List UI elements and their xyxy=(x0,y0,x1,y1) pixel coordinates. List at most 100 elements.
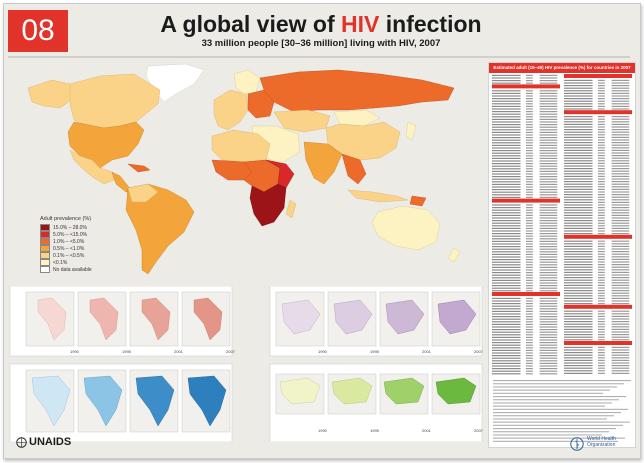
table-row-range xyxy=(539,142,558,144)
table-row-value xyxy=(526,274,533,276)
table-row-range xyxy=(539,150,558,152)
table-row-value xyxy=(526,360,533,362)
table-row-range xyxy=(539,74,558,76)
table-row-text xyxy=(564,87,593,89)
table-row-value xyxy=(526,370,533,372)
table-row-range xyxy=(539,370,558,372)
table-row-text xyxy=(492,124,521,126)
table-section-band xyxy=(564,304,632,309)
table-row-text xyxy=(564,365,593,367)
table-row-range xyxy=(539,181,558,183)
title-part-1: A global view of xyxy=(160,11,342,37)
table-row-value xyxy=(526,165,533,167)
table-row-range xyxy=(611,181,630,183)
table-row-value xyxy=(526,233,533,235)
table-row-range xyxy=(539,316,558,318)
table-row-range xyxy=(611,367,630,369)
table-row-value xyxy=(526,129,533,131)
table-row-range xyxy=(611,370,630,372)
table-row-range xyxy=(611,98,630,100)
table-row-range xyxy=(611,100,630,102)
table-row-value xyxy=(598,207,605,209)
table-row-range xyxy=(539,342,558,344)
table-row-value xyxy=(598,336,605,338)
table-row-value xyxy=(598,134,605,136)
table-row-text xyxy=(564,359,593,361)
table-row-range xyxy=(539,168,558,170)
table-row-text xyxy=(564,240,593,242)
table-row-value xyxy=(598,303,605,305)
table-row-range xyxy=(539,108,558,110)
table-row-text xyxy=(564,284,593,286)
table-row-value xyxy=(526,207,533,209)
table-row-range xyxy=(611,266,630,268)
table-row-range xyxy=(539,147,558,149)
table-row-value xyxy=(598,243,605,245)
mini-map xyxy=(431,291,481,347)
table-row-range xyxy=(611,362,630,364)
table-row-range xyxy=(539,240,558,242)
southern-africa xyxy=(249,183,287,227)
table-row-value xyxy=(598,147,605,149)
new-zealand xyxy=(447,247,461,263)
table-row-value xyxy=(598,173,605,175)
table-row-range xyxy=(611,269,630,271)
table-row-range xyxy=(539,178,558,180)
table-row-value xyxy=(598,271,605,273)
table-row-text xyxy=(564,134,593,136)
eastern-europe-maps xyxy=(275,373,481,415)
table-row-range xyxy=(611,225,630,227)
table-row-value xyxy=(598,199,605,201)
table-row-range xyxy=(539,368,558,370)
table-row-text xyxy=(492,147,521,149)
page-title: A global view of HIV infection xyxy=(76,11,566,37)
table-row-range xyxy=(539,220,558,222)
table-row-text xyxy=(564,175,593,177)
table-row-value xyxy=(598,251,605,253)
legend-swatch xyxy=(40,224,50,231)
table-row-range xyxy=(539,105,558,107)
table-row-value xyxy=(598,290,605,292)
table-row-range xyxy=(539,274,558,276)
table-row-value xyxy=(598,157,605,159)
table-row-value xyxy=(598,334,605,336)
table-row-text xyxy=(492,297,521,299)
table-row-text xyxy=(564,165,593,167)
table-row-value xyxy=(526,163,533,165)
table-row-value xyxy=(598,92,605,94)
table-row-value xyxy=(526,183,533,185)
table-row-text xyxy=(564,245,593,247)
table-row-range xyxy=(539,238,558,240)
table-row-text xyxy=(492,137,521,139)
table-row-range xyxy=(611,271,630,273)
table-row-value xyxy=(526,157,533,159)
table-row-range xyxy=(611,212,630,214)
table-row-range xyxy=(539,207,558,209)
who-logo: World Health Organization xyxy=(587,436,616,448)
poster: 08 A global view of HIV infection 33 mil… xyxy=(3,3,641,459)
table-row-value xyxy=(526,189,533,191)
year-label: 2001 xyxy=(174,349,184,354)
table-row-value xyxy=(526,347,533,349)
table-row-text xyxy=(564,346,593,348)
table-row-value xyxy=(526,220,533,222)
table-row-value xyxy=(526,300,533,302)
table-row-text xyxy=(492,186,521,188)
table-row-range xyxy=(611,222,630,224)
table-row-range xyxy=(539,111,558,113)
table-row-value xyxy=(598,292,605,294)
table-row-text xyxy=(492,129,521,131)
table-row-text xyxy=(564,136,593,138)
map-legend: Adult prevalence (%) 15.0% – 28.0% 5.0% … xyxy=(40,216,92,273)
table-row-text xyxy=(564,266,593,268)
table-row-value xyxy=(598,144,605,146)
table-row-range xyxy=(539,256,558,258)
table-row-value xyxy=(598,300,605,302)
table-row-range xyxy=(611,354,630,356)
table-row-range xyxy=(611,175,630,177)
mini-map xyxy=(181,369,231,433)
table-footnote-line xyxy=(493,402,612,404)
table-row-value xyxy=(598,352,605,354)
table-row-range xyxy=(539,277,558,279)
table-row-value xyxy=(598,279,605,281)
